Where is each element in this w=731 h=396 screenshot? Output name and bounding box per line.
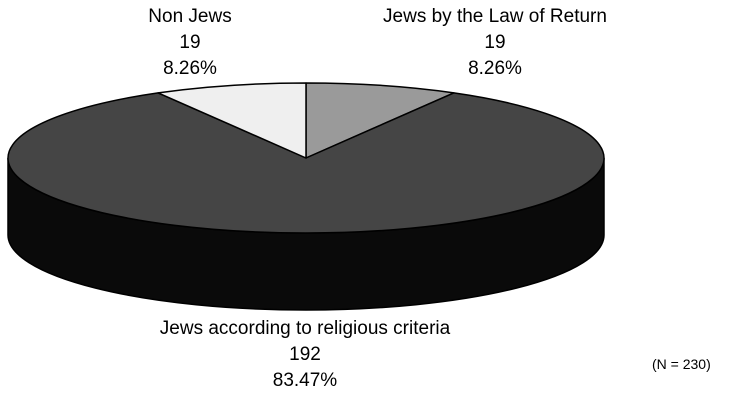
slice-value: 19	[484, 32, 506, 53]
slice-label-law-of-return: Jews by the Law of Return 19 8.26%	[335, 4, 655, 82]
slice-value: 192	[289, 344, 321, 365]
slice-label-non-jews: Non Jews 19 8.26%	[105, 4, 275, 82]
slice-name: Jews by the Law of Return	[383, 6, 607, 27]
pie-slice-non-jews	[157, 82, 307, 159]
slice-value: 19	[179, 32, 201, 53]
total-note: (N = 230)	[652, 356, 711, 372]
pie-slice-jews-by-the-law-of-return	[305, 82, 455, 159]
pie-slice-jews-according-to-religious-criteria	[7, 92, 605, 234]
slice-name: Jews according to religious criteria	[159, 318, 451, 339]
slice-name: Non Jews	[148, 6, 232, 27]
slice-label-religious-criteria: Jews according to religious criteria 192…	[100, 316, 510, 394]
slice-percent: 8.26%	[163, 58, 217, 79]
slice-percent: 83.47%	[272, 370, 338, 391]
slice-percent: 8.26%	[468, 58, 522, 79]
